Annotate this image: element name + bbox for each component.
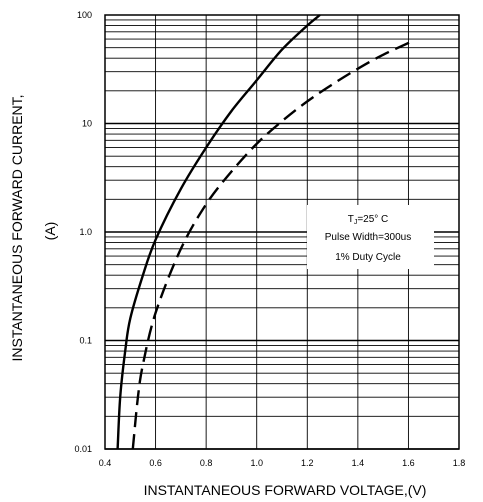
y-tick-label: 0.01 [74, 444, 92, 454]
plot-frame [104, 14, 460, 450]
y-tick-label: 100 [77, 10, 92, 20]
x-tick-label: 0.4 [99, 458, 112, 468]
x-tick-label: 1.6 [402, 458, 415, 468]
y-axis-title: INSTANTANEOUS FORWARD CURRENT, [9, 94, 25, 361]
annotation-line-1: TJ=25° C [348, 214, 389, 226]
y-tick-label: 10 [82, 119, 92, 129]
y-tick-labels: 0.01 0.1 1.0 10 100 [74, 10, 92, 454]
x-tick-label: 1.4 [352, 458, 365, 468]
y-tick-label: 0.1 [79, 336, 92, 346]
annotation-line-3: 1% Duty Cycle [335, 252, 401, 263]
x-tick-label: 1.2 [301, 458, 314, 468]
series-group [116, 14, 414, 450]
x-axis-title: INSTANTANEOUS FORWARD VOLTAGE,(V) [144, 482, 427, 498]
x-tick-label: 1.8 [453, 458, 466, 468]
annotation-box [307, 205, 434, 269]
series-line-dashed [131, 39, 414, 450]
y-tick-label: 1.0 [79, 227, 92, 237]
x-tick-label: 1.0 [250, 458, 263, 468]
x-tick-label: 0.6 [149, 458, 162, 468]
x-tick-label: 0.8 [200, 458, 213, 468]
annotation-line-2: Pulse Width=300us [325, 232, 411, 243]
series-line-solid [116, 14, 321, 450]
x-tick-labels: 0.4 0.6 0.8 1.0 1.2 1.4 1.6 1.8 [99, 458, 466, 468]
y-axis-unit: (A) [42, 222, 58, 241]
